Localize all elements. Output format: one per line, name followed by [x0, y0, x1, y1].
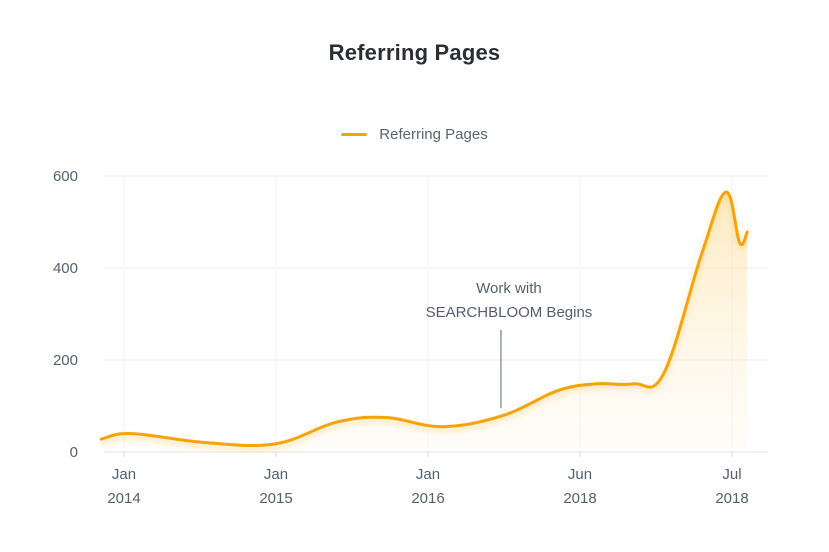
- legend-label: Referring Pages: [379, 126, 488, 143]
- legend-swatch: [341, 133, 368, 136]
- chart-title: Referring Pages: [328, 40, 501, 65]
- data-point[interactable]: [737, 240, 743, 246]
- x-tick-label-year: 2014: [107, 490, 140, 507]
- x-tick-label-year: 2016: [411, 490, 444, 507]
- x-tick-label-year: 2018: [563, 490, 596, 507]
- annotation-label-line1: Work with: [476, 280, 542, 297]
- series-line[interactable]: [99, 190, 749, 448]
- data-point[interactable]: [699, 251, 705, 257]
- x-tick-label-month: Jun: [568, 466, 592, 483]
- x-tick-label-year: 2015: [259, 490, 292, 507]
- data-point[interactable]: [382, 415, 388, 421]
- data-point[interactable]: [723, 189, 729, 195]
- x-tick-label-month: Jan: [112, 466, 136, 483]
- annotation-label-line2: SEARCHBLOOM Begins: [426, 304, 593, 321]
- x-tick-label-month: Jul: [722, 466, 741, 483]
- data-point[interactable]: [501, 412, 507, 418]
- legend[interactable]: Referring Pages: [0, 126, 829, 143]
- y-tick-label: 400: [53, 260, 78, 277]
- y-tick-label: 600: [53, 168, 78, 185]
- data-point[interactable]: [273, 441, 279, 447]
- data-point[interactable]: [630, 381, 636, 387]
- data-point[interactable]: [98, 436, 104, 442]
- data-point[interactable]: [661, 371, 667, 377]
- data-point[interactable]: [744, 229, 750, 235]
- data-point[interactable]: [334, 419, 340, 425]
- x-tick-label-month: Jan: [264, 466, 288, 483]
- y-tick-label: 200: [53, 352, 78, 369]
- x-tick-label-month: Jan: [416, 466, 440, 483]
- data-point[interactable]: [440, 424, 446, 430]
- x-tick-label-year: 2018: [715, 490, 748, 507]
- data-point[interactable]: [129, 431, 135, 437]
- data-point[interactable]: [554, 388, 560, 394]
- data-point[interactable]: [592, 381, 598, 387]
- series-area: [101, 192, 748, 452]
- y-tick-label: 0: [70, 444, 78, 461]
- data-point[interactable]: [205, 440, 211, 446]
